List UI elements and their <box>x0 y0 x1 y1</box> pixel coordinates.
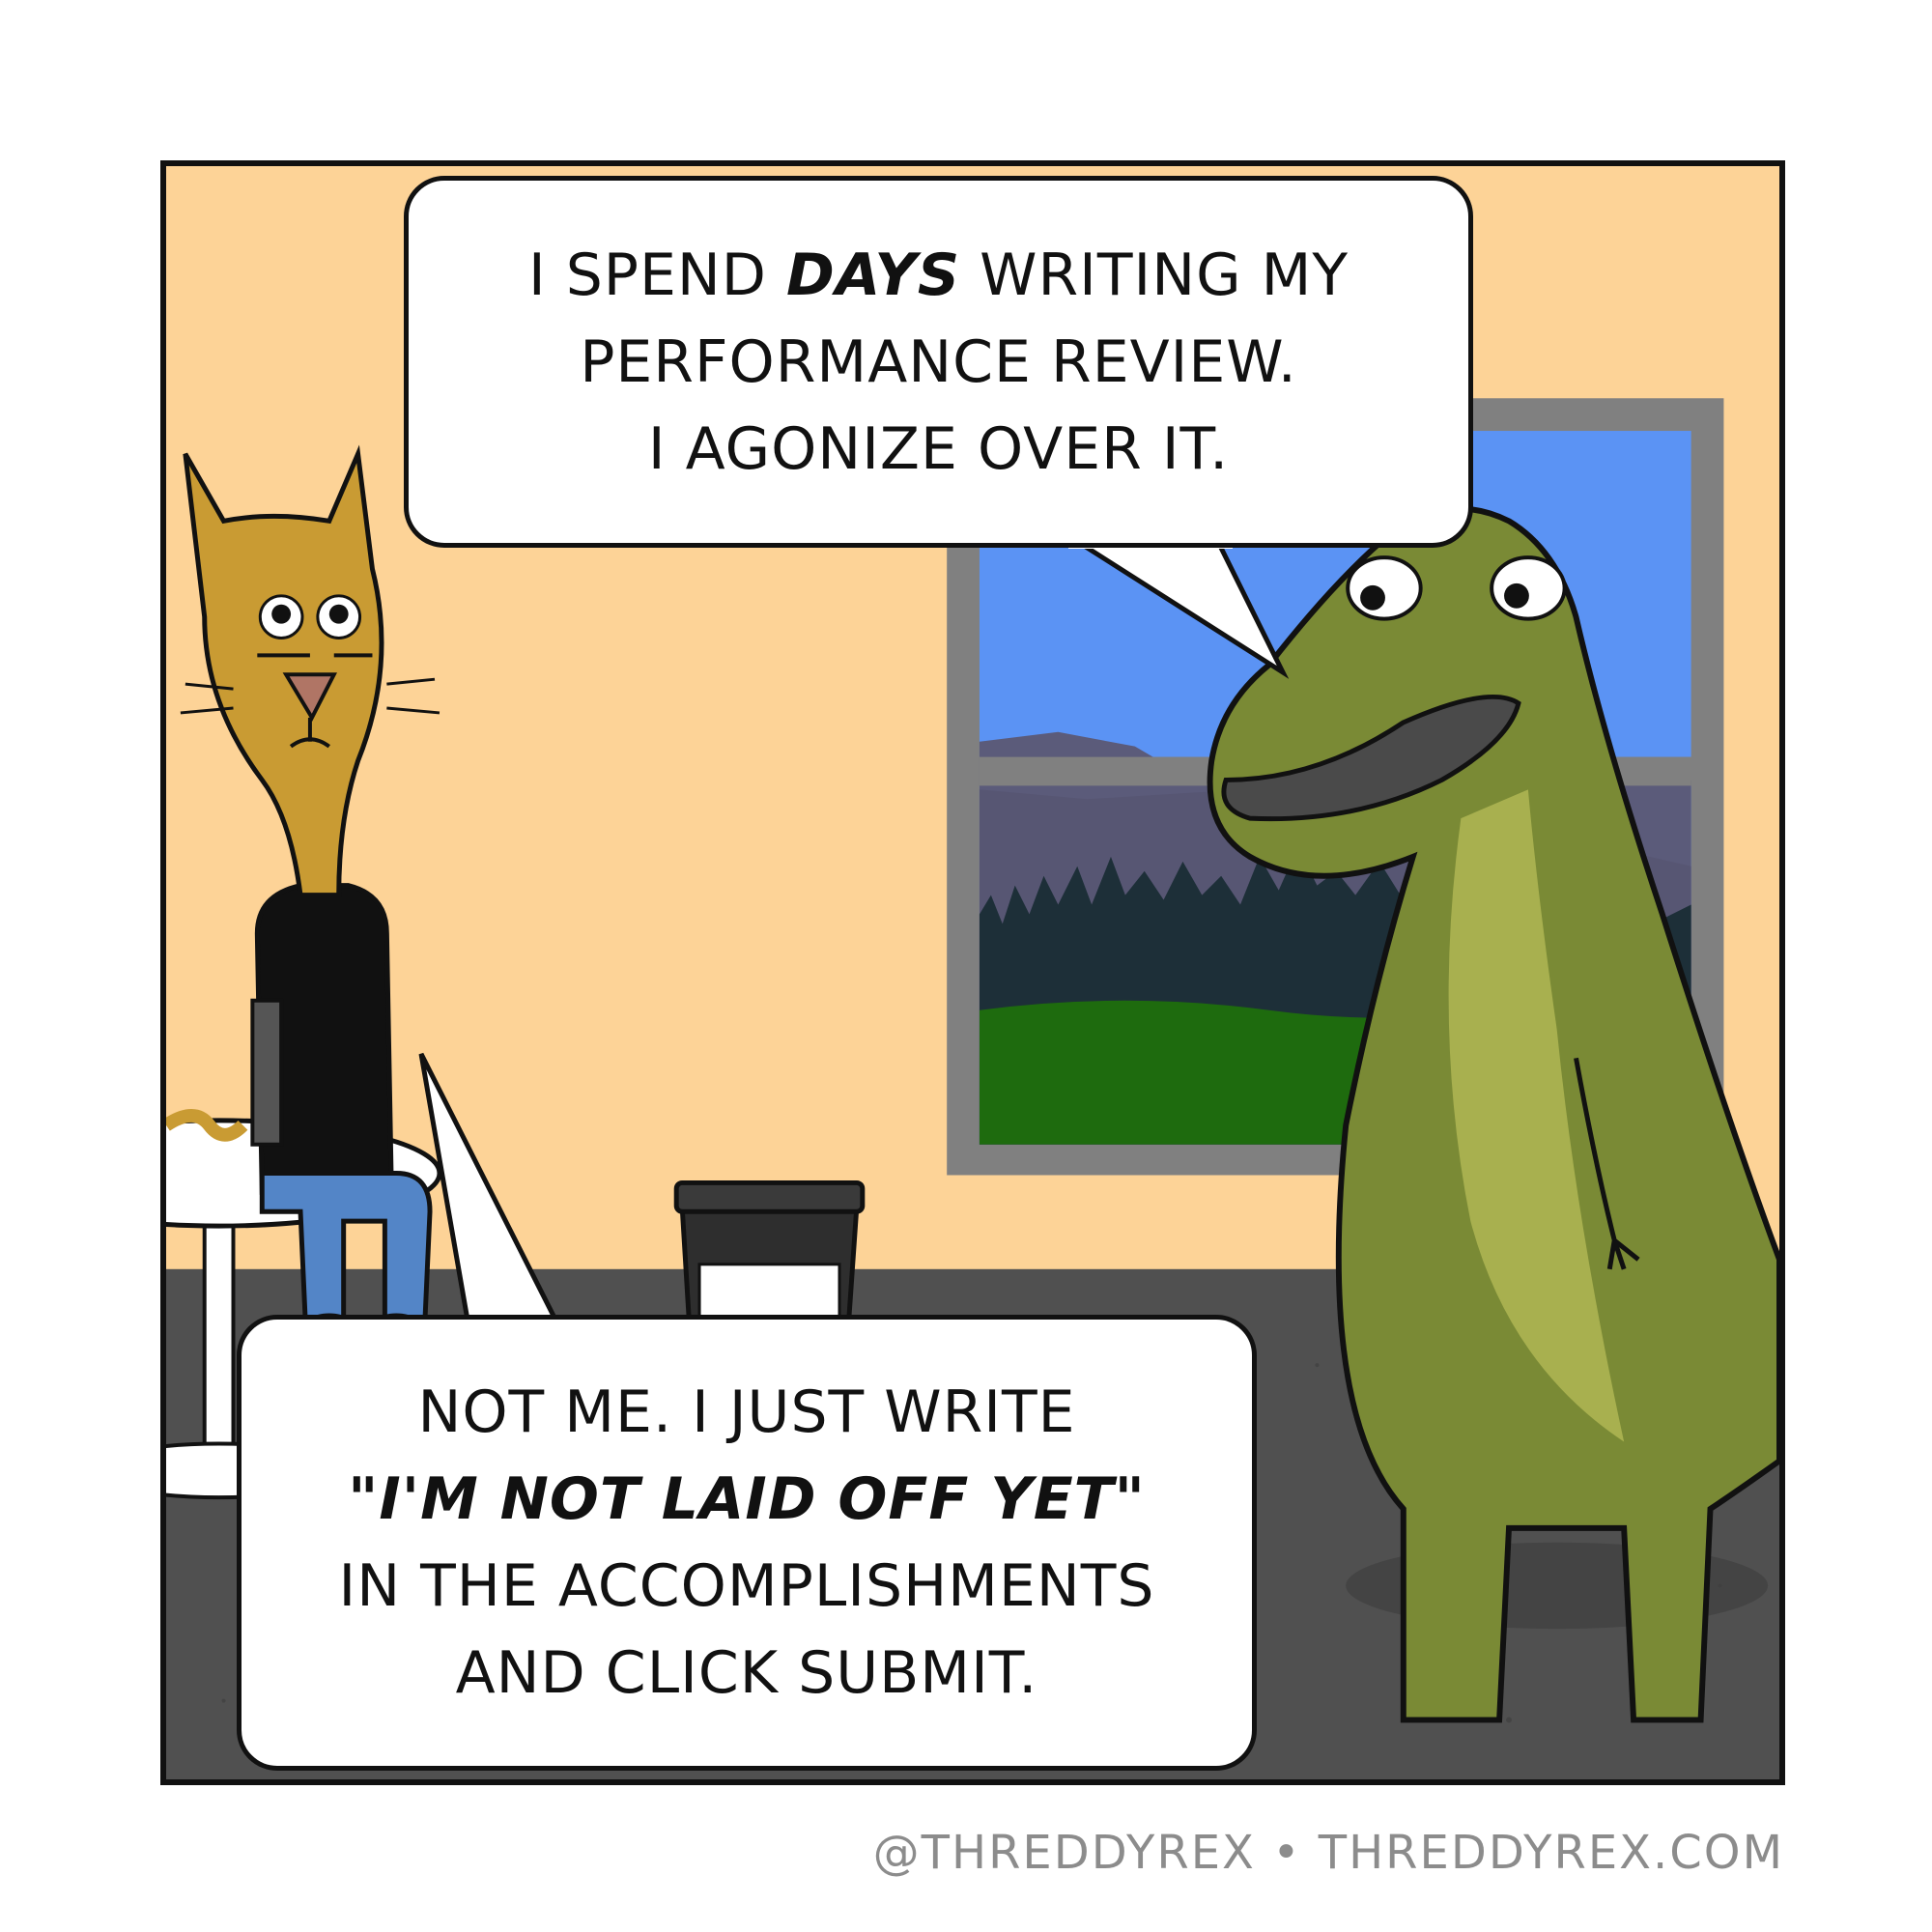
dinosaur-character <box>1207 505 1779 1723</box>
speech-bubble-bottom: NOT ME. I JUST WRITE "I'M NOT LAID OFF Y… <box>237 1315 1257 1771</box>
bottom-bubble-line-1: NOT ME. I JUST WRITE <box>417 1378 1076 1446</box>
coffee-cup <box>673 1179 866 1320</box>
cat-character <box>166 444 440 1356</box>
top-bubble-line-1-start: I SPEND <box>527 241 787 309</box>
top-bubble-line-1: I SPEND DAYS WRITING MY <box>528 232 1349 319</box>
speech-bubble-top: I SPEND DAYS WRITING MY PERFORMANCE REVI… <box>404 176 1473 548</box>
credit-line: @THREDDYREX • THREDDYREX.COM <box>872 1826 1784 1880</box>
dinosaur-belly <box>1448 789 1625 1442</box>
dinosaur-arm <box>1574 1057 1640 1270</box>
bottom-bubble-line-4: AND CLICK SUBMIT. <box>455 1639 1038 1707</box>
emphasis-days: DAYS <box>786 241 961 309</box>
top-bubble-line-3: I AGONIZE OVER IT. <box>647 414 1230 483</box>
dinosaur-mouth <box>1221 694 1521 822</box>
bottom-bubble-line-3: IN THE ACCOMPLISHMENTS <box>338 1552 1155 1620</box>
bottom-bubble-line-2-emphasis: "I'M NOT LAID OFF YET" <box>348 1465 1146 1533</box>
top-bubble-line-2: PERFORMANCE REVIEW. <box>580 327 1297 396</box>
top-bubble-line-1-end: WRITING MY <box>960 241 1350 309</box>
cat-tail <box>166 1109 248 1142</box>
